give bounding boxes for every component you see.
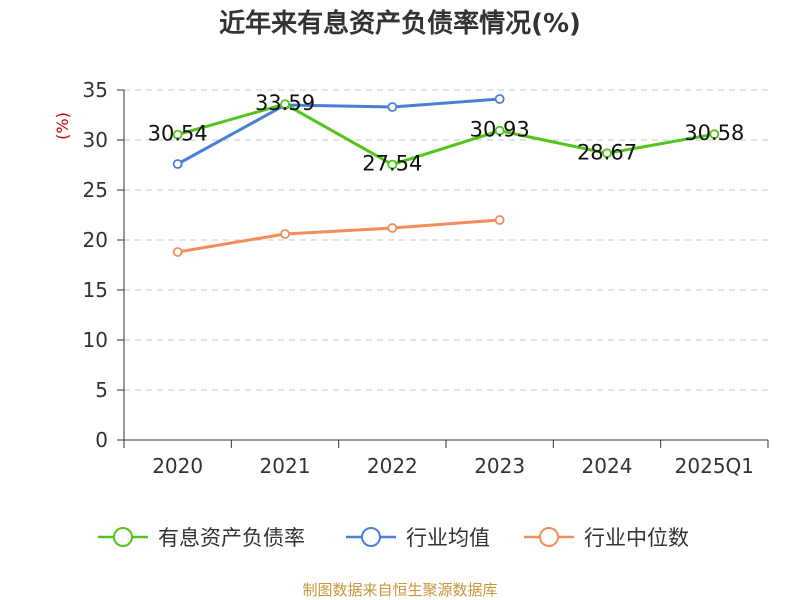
data-point <box>494 125 505 136</box>
y-tick-label: 10 <box>83 328 108 352</box>
data-label: 28.67 <box>577 140 637 164</box>
y-tick-label: 35 <box>83 78 108 102</box>
axes: 0 5 10 15 20 25 30 35 2020 2021 2022 2023 2024 2025Q1 <box>83 78 769 478</box>
chart-title: 近年来有息资产负债率情况(%) <box>219 8 581 39</box>
data-point <box>387 102 398 112</box>
legend-label: 行业均值 <box>406 526 490 550</box>
y-tick-label: 20 <box>83 228 108 252</box>
y-tick-label: 5 <box>95 378 108 402</box>
data-point <box>709 129 720 140</box>
data-point <box>172 247 183 257</box>
data-label: 27.54 <box>362 152 422 176</box>
y-tick-label: 25 <box>83 178 108 202</box>
x-tick-label: 2023 <box>474 454 525 478</box>
y-axis-label: (%) <box>53 112 72 140</box>
legend-item-0: 有息资产负债率 <box>98 526 305 550</box>
x-tick-label: 2022 <box>367 454 418 478</box>
data-label: 30.93 <box>470 118 530 142</box>
legend: 有息资产负债率 行业均值 行业中位数 <box>98 526 689 550</box>
y-tick-label: 30 <box>83 128 108 152</box>
legend-label: 行业中位数 <box>584 526 689 550</box>
legend-marker <box>113 527 133 547</box>
data-point <box>494 215 505 225</box>
data-point <box>494 94 505 104</box>
series-layer: 30.54 33.59 27.54 30.93 28.67 30.58 <box>148 91 745 257</box>
grid-lines <box>124 89 768 391</box>
series-0: 30.54 33.59 27.54 30.93 28.67 30.58 <box>148 91 745 176</box>
legend-item-2: 行业中位数 <box>524 526 689 550</box>
legend-item-1: 行业均值 <box>346 526 490 550</box>
x-tick-label: 2025Q1 <box>675 454 754 478</box>
series-2 <box>172 215 505 257</box>
data-point <box>387 223 398 233</box>
y-tick-label: 0 <box>95 428 108 452</box>
y-tick-label: 15 <box>83 278 108 302</box>
data-point <box>280 229 290 239</box>
data-point <box>172 159 183 169</box>
series-line <box>177 102 715 167</box>
data-label: 33.59 <box>255 91 315 115</box>
data-point <box>172 129 183 140</box>
data-point <box>387 159 398 170</box>
legend-marker <box>539 527 559 547</box>
legend-marker <box>361 527 381 547</box>
series-line <box>177 218 500 254</box>
x-tick-label: 2021 <box>260 454 311 478</box>
data-point <box>280 99 290 109</box>
x-tick-label: 2024 <box>582 454 633 478</box>
data-point <box>602 148 612 159</box>
data-label: 30.54 <box>148 122 208 146</box>
x-tick-label: 2020 <box>152 454 203 478</box>
series-1 <box>172 94 505 169</box>
legend-label: 有息资产负债率 <box>158 526 305 550</box>
source-note: 制图数据来自恒生聚源数据库 <box>302 581 497 599</box>
series-line <box>176 97 500 166</box>
data-label: 30.58 <box>684 121 744 145</box>
